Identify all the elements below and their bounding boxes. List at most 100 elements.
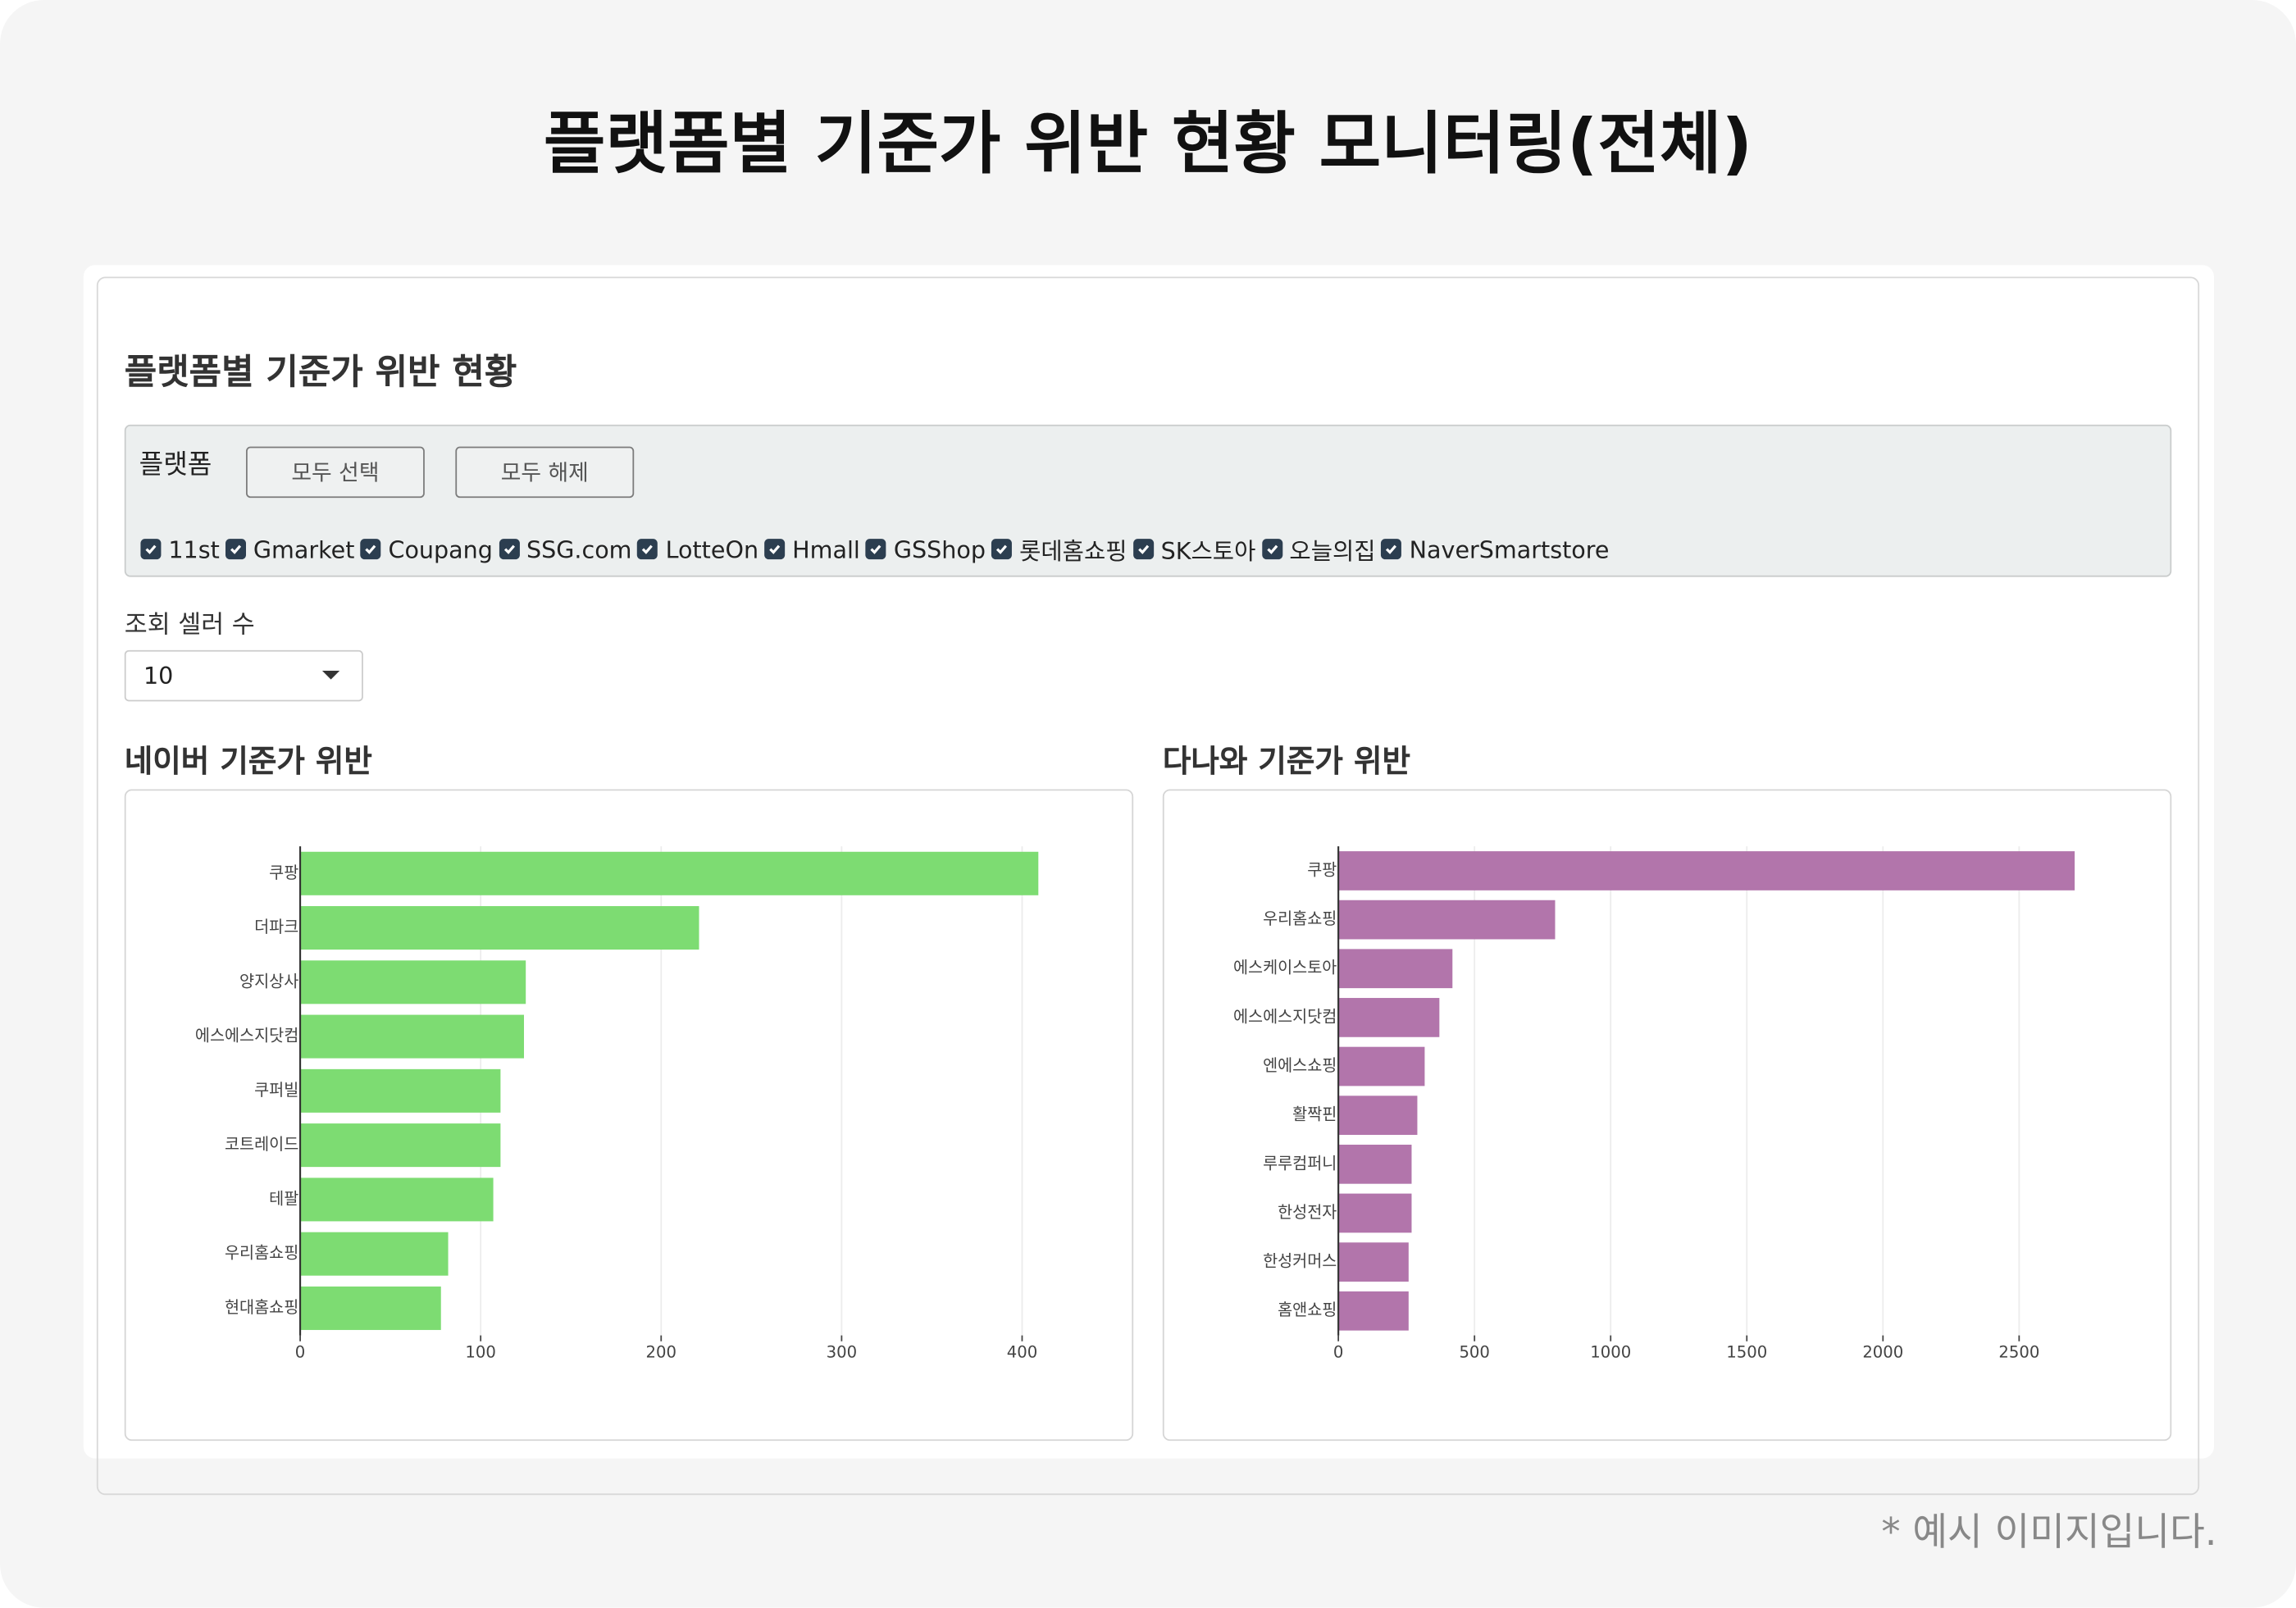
y-tick-label: 코트레이드 bbox=[225, 1135, 298, 1154]
check-icon bbox=[1386, 544, 1397, 554]
bar bbox=[300, 906, 699, 950]
y-tick-label: 현대홈쇼핑 bbox=[225, 1298, 298, 1317]
panel-title: 플랫폼별 기준가 위반 현황 bbox=[124, 351, 517, 393]
chart: 0 100 200 300 400 쿠팡더파크양지상사에스에스지닷컴쿠퍼빌코트레이드테팔우… bbox=[195, 846, 1039, 1361]
checkbox-label: SSG.com bbox=[526, 535, 632, 563]
bar bbox=[300, 851, 1039, 895]
check-icon bbox=[642, 544, 654, 554]
check-mark bbox=[230, 544, 242, 554]
check-mark bbox=[870, 544, 882, 554]
check-mark bbox=[996, 544, 1008, 554]
panel-frame: 플랫폼별 기준가 위반 현황 플랫폼 모두 선택 모두 해제 11st Gmark… bbox=[96, 276, 2200, 1496]
x-tick-label: 100 bbox=[465, 1342, 495, 1361]
checkbox[interactable] bbox=[225, 539, 246, 560]
y-tick-label: 에스에스지닷컴 bbox=[1233, 1007, 1337, 1026]
check-mark bbox=[642, 544, 654, 554]
y-tick-label: 쿠팡 bbox=[1307, 860, 1337, 879]
filter-label: 플랫폼 bbox=[139, 449, 212, 481]
check-icon bbox=[870, 544, 882, 554]
dropdown-arrow bbox=[321, 670, 340, 680]
check-icon bbox=[996, 544, 1008, 554]
bar bbox=[1338, 1242, 1409, 1282]
y-tick-label: 한성전자 bbox=[1278, 1203, 1337, 1222]
x-tick-label: 0 bbox=[1333, 1342, 1344, 1361]
check-mark bbox=[769, 544, 781, 554]
checkbox-label: 롯데홈쇼핑 bbox=[1019, 537, 1128, 566]
bar bbox=[1338, 900, 1556, 940]
y-tick-label: 한성커머스 bbox=[1263, 1252, 1337, 1271]
chart: 0 500 1000 1500 2000 2500 쿠팡우리홈쇼핑에스케이스토아에스에스지닷… bbox=[1233, 846, 2075, 1361]
checkbox-label: LotteOn bbox=[665, 535, 759, 563]
x-tick-label: 300 bbox=[827, 1342, 857, 1361]
y-tick-label: 더파크 bbox=[254, 918, 298, 936]
dashboard-panel: 플랫폼별 기준가 위반 현황 플랫폼 모두 선택 모두 해제 11st Gmark… bbox=[83, 265, 2214, 1496]
y-tick-label: 우리홈쇼핑 bbox=[225, 1244, 298, 1263]
check-icon bbox=[503, 544, 515, 554]
check-icon bbox=[1266, 544, 1278, 554]
platform-filter: 플랫폼 모두 선택 모두 해제 11st Gmarket Coupang SSG.co… bbox=[124, 424, 2172, 577]
chart-title: 다나와 기준가 위반 bbox=[1162, 744, 1410, 779]
x-tick-label: 500 bbox=[1459, 1342, 1489, 1361]
footnote: * 예시 이미지입니다. bbox=[1881, 1510, 2217, 1556]
bar bbox=[300, 1123, 501, 1168]
bar bbox=[1338, 851, 2075, 891]
checkbox-label: 오늘의집 bbox=[1289, 537, 1376, 566]
y-tick-label: 테팔 bbox=[269, 1189, 298, 1208]
bar bbox=[300, 1178, 494, 1222]
seller-count-dropdown[interactable]: 10 bbox=[124, 649, 363, 702]
x-tick-label: 200 bbox=[646, 1342, 676, 1361]
x-tick-label: 0 bbox=[295, 1342, 306, 1361]
bar bbox=[1338, 949, 1453, 989]
checkbox-label: GSShop bbox=[893, 535, 986, 563]
dropdown-value: 10 bbox=[143, 662, 174, 690]
check-mark bbox=[503, 544, 515, 554]
checkbox-label: Gmarket bbox=[253, 535, 355, 563]
bar bbox=[300, 960, 526, 1004]
chart-title: 네이버 기준가 위반 bbox=[124, 744, 372, 779]
deselect-all-button[interactable]: 모두 해제 bbox=[455, 446, 635, 499]
y-tick-label: 루루컴퍼니 bbox=[1263, 1154, 1337, 1173]
y-tick-label: 양지상사 bbox=[239, 972, 298, 991]
bar bbox=[1338, 998, 1440, 1037]
check-mark bbox=[1266, 544, 1278, 554]
checkbox-label: Coupang bbox=[388, 535, 493, 563]
y-tick-label: 에스케이스토아 bbox=[1233, 959, 1337, 977]
bar bbox=[1338, 1291, 1409, 1331]
chart-card: 0 500 1000 1500 2000 2500 쿠팡 우리홈쇼핑 에스케이스토아 에스에스지닷… bbox=[1162, 789, 2172, 1442]
seller-count-label: 조회 셀러 수 bbox=[124, 610, 255, 640]
y-tick-label: 우리홈쇼핑 bbox=[1263, 909, 1337, 928]
x-tick-label: 400 bbox=[1007, 1342, 1037, 1361]
checkbox[interactable] bbox=[1381, 539, 1402, 560]
checkbox[interactable] bbox=[1132, 539, 1154, 560]
checkbox-label: SK스토아 bbox=[1160, 537, 1256, 566]
y-tick-label: 엔에스쇼핑 bbox=[1263, 1056, 1337, 1075]
bar bbox=[1338, 1144, 1412, 1184]
check-icon bbox=[769, 544, 781, 554]
checkbox[interactable] bbox=[360, 539, 381, 560]
page-title: 플랫폼별 기준가 위반 현황 모니터링(전체) bbox=[543, 103, 1753, 184]
checkbox[interactable] bbox=[140, 539, 162, 560]
checkbox-label: Hmall bbox=[792, 535, 860, 563]
checkbox[interactable] bbox=[637, 539, 658, 560]
select-all-button[interactable]: 모두 선택 bbox=[245, 446, 425, 499]
y-tick-label: 활짝핀 bbox=[1292, 1105, 1337, 1124]
checkbox[interactable] bbox=[865, 539, 886, 560]
check-icon bbox=[365, 544, 376, 554]
x-tick-label: 1500 bbox=[1726, 1342, 1767, 1361]
checkbox[interactable] bbox=[991, 539, 1013, 560]
bar bbox=[300, 1068, 501, 1113]
check-mark bbox=[1386, 544, 1397, 554]
checkbox-label: 11st bbox=[168, 535, 220, 563]
y-tick-label: 에스에스지닷컴 bbox=[195, 1027, 298, 1045]
checkbox[interactable] bbox=[1261, 539, 1282, 560]
y-tick-label: 쿠팡 bbox=[269, 863, 298, 882]
check-icon bbox=[230, 544, 242, 554]
check-icon bbox=[1137, 544, 1149, 554]
check-icon bbox=[145, 544, 157, 554]
checkbox-label: NaverSmartstore bbox=[1409, 535, 1610, 563]
checkbox[interactable] bbox=[499, 539, 520, 560]
checkbox[interactable] bbox=[764, 539, 786, 560]
bar bbox=[1338, 1046, 1425, 1086]
